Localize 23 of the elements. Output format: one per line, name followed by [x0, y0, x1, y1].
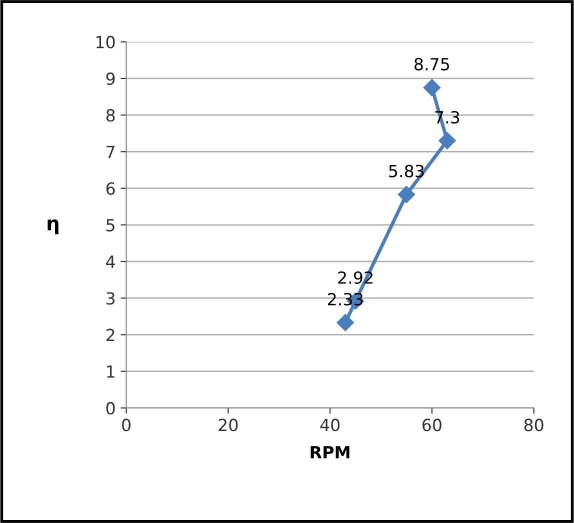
y-tick-label: 7	[106, 146, 114, 158]
y-tick-label: 4	[106, 256, 115, 268]
x-tick-label: 60	[422, 418, 442, 432]
x-tick-label: 20	[218, 418, 238, 432]
y-tick-label: 1	[107, 366, 114, 378]
y-tick-label: 9	[106, 72, 115, 86]
y-tick-label: 10	[96, 36, 115, 48]
y-tick-label: 2	[106, 328, 114, 342]
x-tick-label: 40	[320, 418, 340, 432]
y-tick-label: 5	[106, 219, 114, 232]
data-label: 8.75	[414, 58, 450, 70]
point	[336, 314, 354, 332]
x-tick-label: 80	[524, 418, 544, 432]
y-tick-label: 0	[106, 402, 115, 415]
point	[438, 132, 456, 150]
y-axis-title: η	[48, 219, 58, 234]
y-tick-label: 3	[106, 292, 115, 305]
x-axis-title: RPM	[310, 446, 350, 458]
y-tick-label: 6	[106, 182, 115, 195]
x-tick-label: 0	[122, 418, 130, 432]
point	[423, 79, 440, 96]
y-tick-label: 8	[106, 109, 115, 122]
point	[398, 186, 416, 204]
